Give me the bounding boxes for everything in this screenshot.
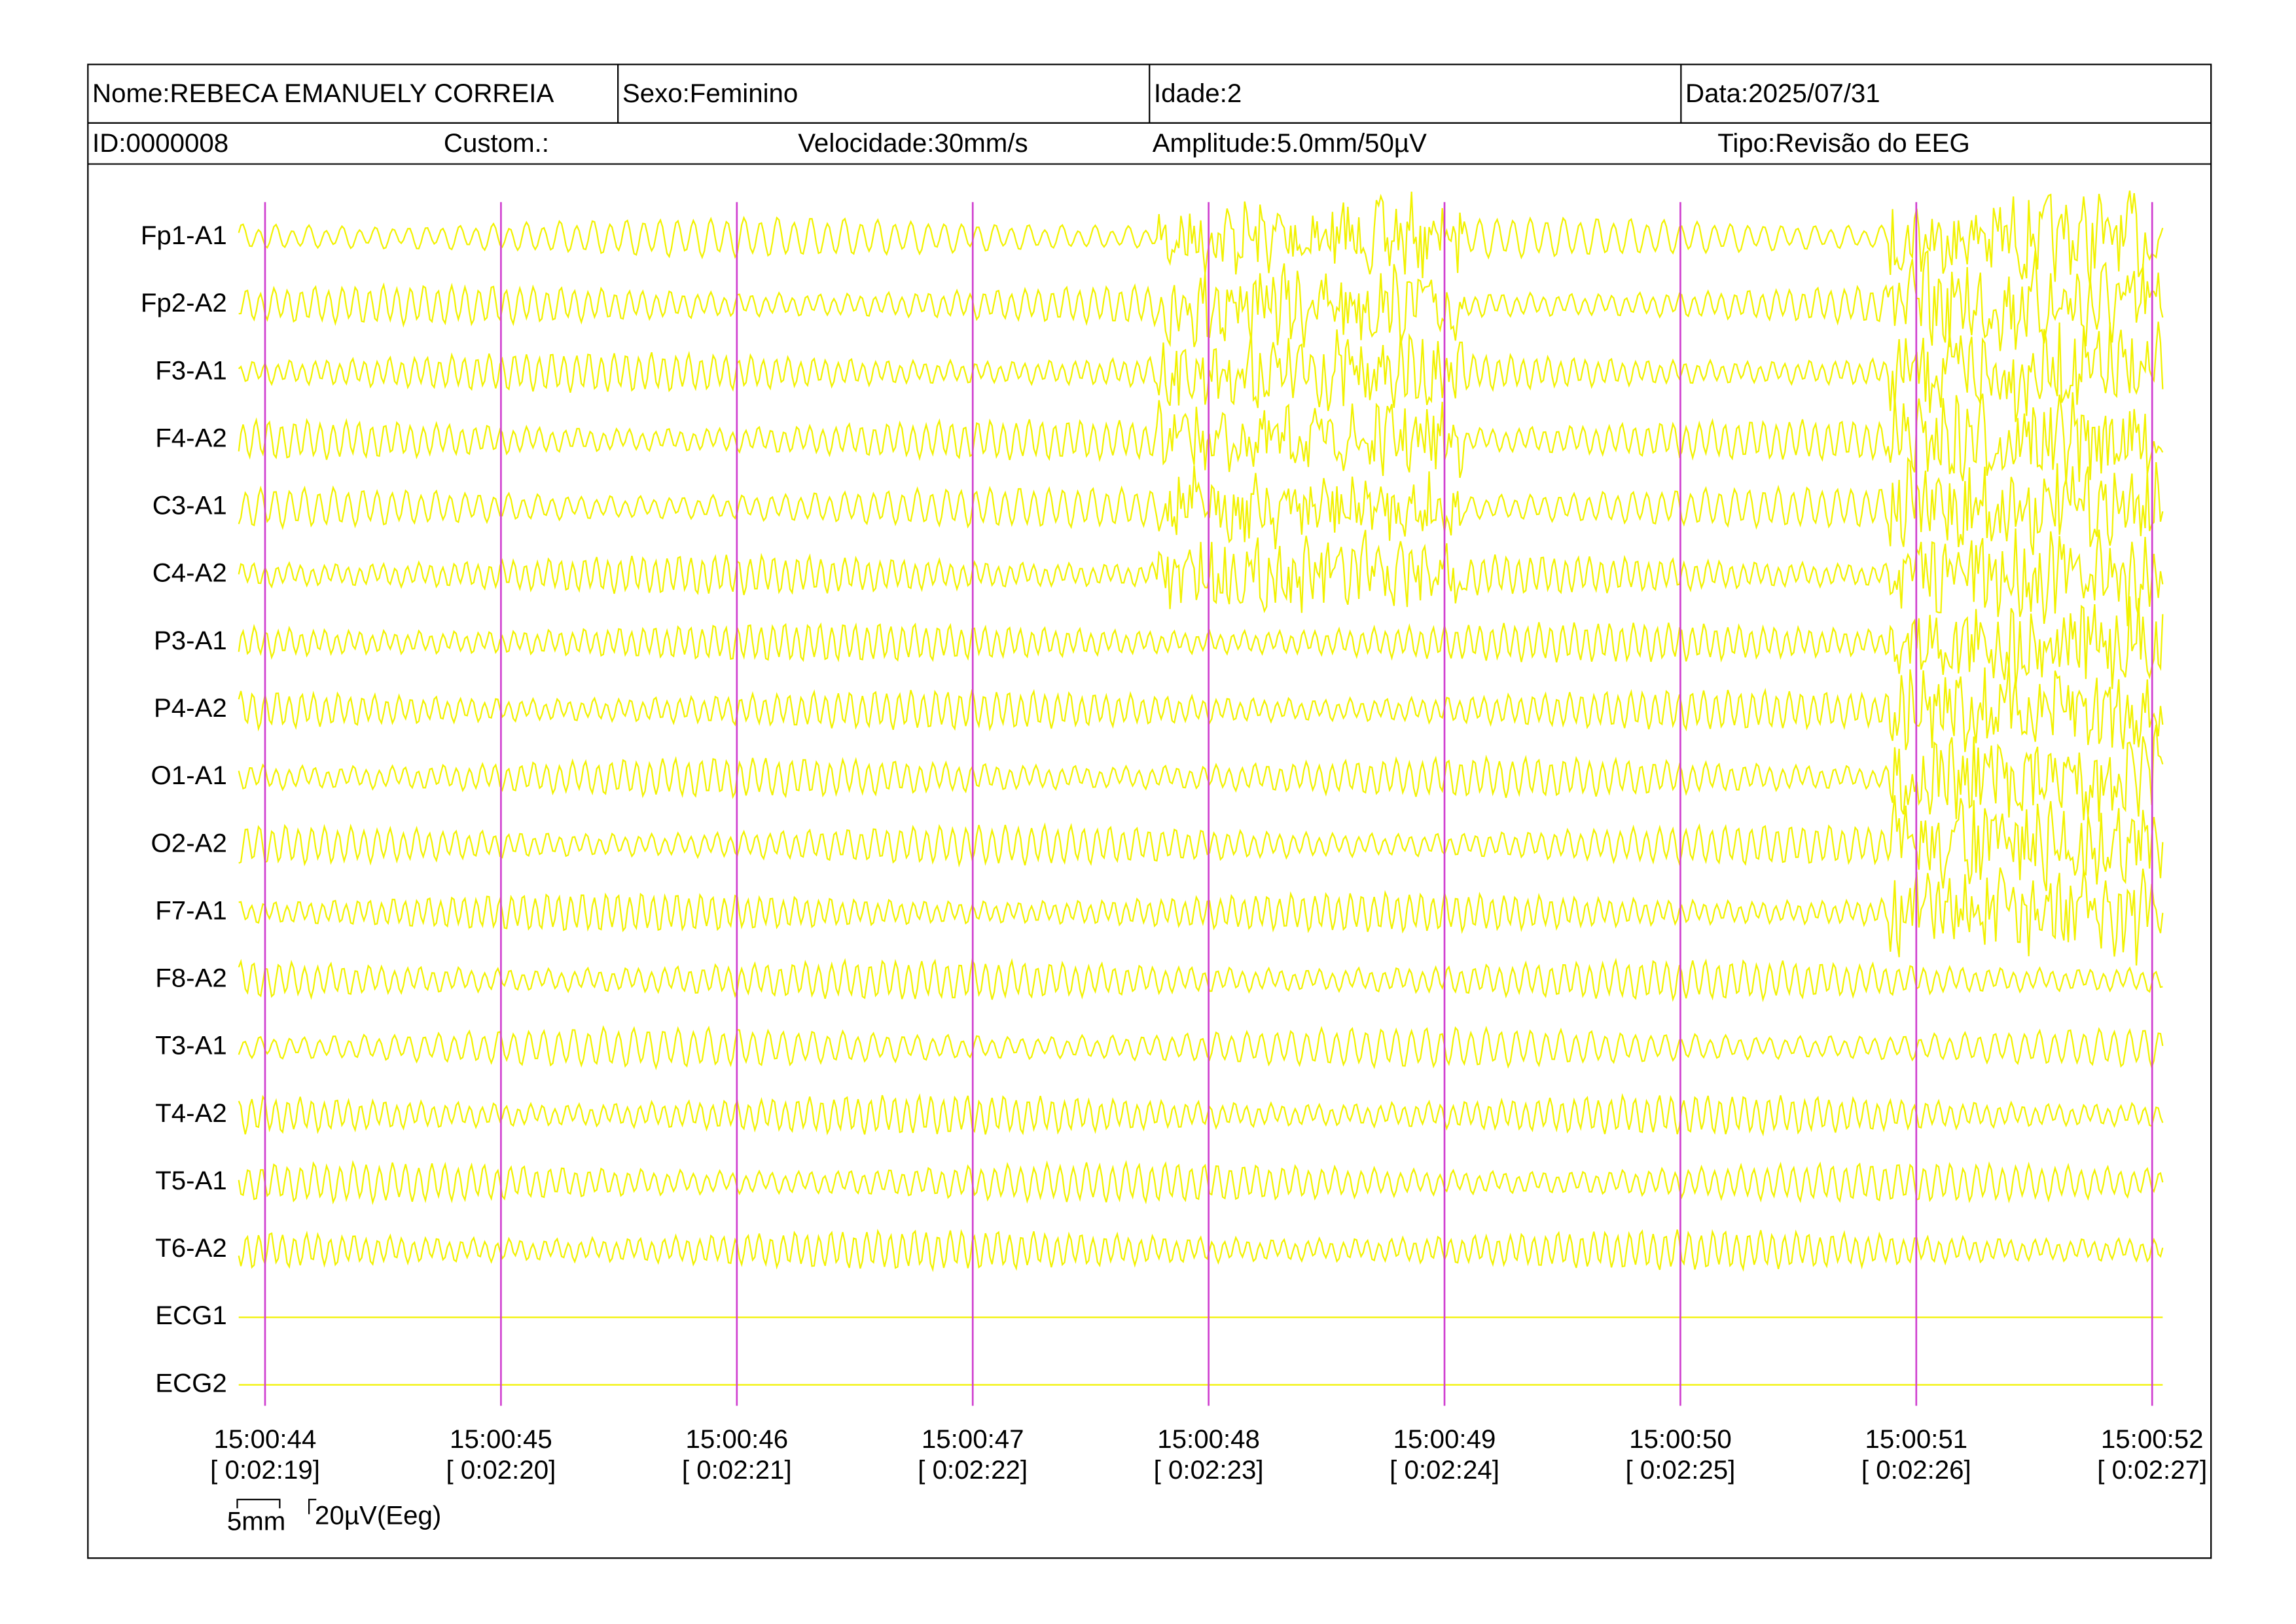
custom-field: Custom.:: [444, 128, 549, 158]
eeg-trace: [238, 249, 2164, 352]
channel-label: C4-A2: [152, 558, 227, 588]
channel-label: F4-A2: [155, 423, 227, 452]
eeg-trace: [238, 867, 2164, 966]
elapsed-label: [ 0:02:26]: [1861, 1455, 1971, 1485]
speed: Velocidade:30mm/s: [798, 128, 1028, 158]
time-label: 15:00:47: [922, 1424, 1024, 1454]
eeg-trace: [238, 1025, 2164, 1071]
scale-length: 5mm: [227, 1506, 285, 1536]
traces: [238, 190, 2164, 1386]
channel-label: T4-A2: [155, 1098, 227, 1128]
eeg-trace: [238, 528, 2164, 626]
elapsed-label: [ 0:02:21]: [682, 1455, 792, 1485]
amplitude: Amplitude:5.0mm/50µV: [1153, 128, 1427, 158]
channel-label: T5-A1: [155, 1166, 227, 1195]
channel-label: F8-A2: [155, 964, 227, 993]
patient-sex: Sexo:Feminino: [622, 79, 798, 108]
eeg-trace: [238, 958, 2163, 1003]
channel-label: T6-A2: [155, 1233, 227, 1263]
eeg-trace: [238, 1229, 2164, 1272]
channel-label: T3-A1: [155, 1031, 227, 1060]
channel-label: O2-A2: [151, 828, 227, 857]
eeg-trace: [238, 724, 2164, 822]
channel-label: Fp1-A1: [141, 221, 227, 250]
scale-bracket: [308, 1498, 317, 1515]
eeg-trace: [238, 596, 2164, 689]
time-label: 15:00:44: [214, 1424, 317, 1454]
eeg-trace: [238, 1092, 2164, 1137]
scale-amplitude: 20µV(Eeg): [315, 1500, 441, 1530]
channel-label: Fp2-A2: [141, 288, 227, 317]
elapsed-label: [ 0:02:22]: [918, 1455, 1028, 1485]
time-label: 15:00:46: [685, 1424, 788, 1454]
time-label: 15:00:50: [1629, 1424, 1732, 1454]
scale-bar: [236, 1498, 281, 1509]
patient-age: Idade:2: [1154, 79, 1242, 108]
channel-label: ECG1: [155, 1301, 227, 1330]
elapsed-label: [ 0:02:27]: [2097, 1455, 2207, 1485]
channel-label: F3-A1: [155, 355, 227, 385]
elapsed-label: [ 0:02:23]: [1154, 1455, 1264, 1485]
patient-name: Nome:REBECA EMANUELY CORREIA: [92, 79, 554, 108]
channel-label: P4-A2: [154, 693, 227, 723]
eeg-trace: [238, 795, 2164, 892]
time-label: 15:00:51: [1865, 1424, 1967, 1454]
time-label: 15:00:49: [1393, 1424, 1496, 1454]
elapsed-label: [ 0:02:24]: [1390, 1455, 1499, 1485]
channel-label: P3-A1: [154, 626, 227, 655]
eeg-trace: [238, 456, 2164, 555]
eeg-trace: [238, 321, 2164, 422]
time-label: 15:00:45: [450, 1424, 552, 1454]
time-label: 15:00:48: [1157, 1424, 1260, 1454]
elapsed-label: [ 0:02:20]: [446, 1455, 556, 1485]
patient-id: ID:0000008: [92, 128, 228, 158]
elapsed-label: [ 0:02:25]: [1626, 1455, 1736, 1485]
exam-date: Data:2025/07/31: [1685, 79, 1880, 108]
elapsed-label: [ 0:02:19]: [210, 1455, 320, 1485]
channel-label: O1-A1: [151, 761, 227, 790]
eeg-trace: [238, 662, 2164, 752]
channel-label: F7-A1: [155, 895, 227, 925]
review-type: Tipo:Revisão do EEG: [1717, 128, 1970, 158]
channel-label: C3-A1: [152, 491, 227, 520]
eeg-trace: [238, 392, 2164, 484]
channel-label: ECG2: [155, 1368, 227, 1398]
eeg-trace: [238, 1159, 2164, 1206]
eeg-trace: [238, 190, 2164, 288]
time-label: 15:00:52: [2101, 1424, 2204, 1454]
